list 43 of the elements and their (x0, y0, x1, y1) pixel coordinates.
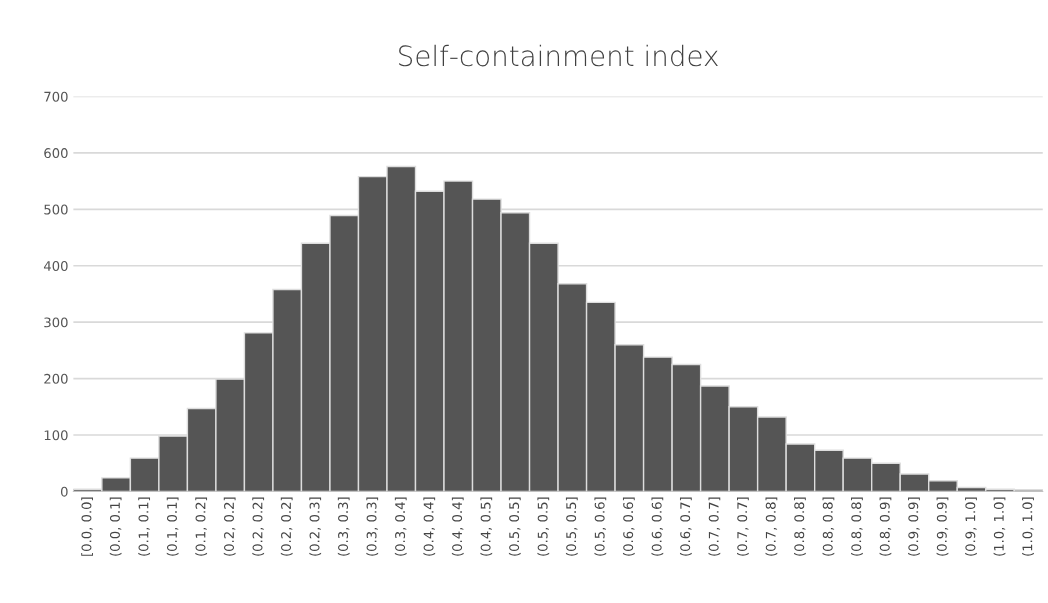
x-tick-label: (0.3, 0.3] (337, 497, 350, 556)
x-tick-label: (0.3, 0.4] (394, 497, 407, 556)
x-tick-label: (0.2, 0.2] (252, 497, 265, 556)
x-tick-label: (0.0, 0.1] (109, 497, 122, 556)
x-tick-label: (0.7, 0.7] (708, 497, 721, 556)
x-tick-label: (0.5, 0.5] (537, 497, 550, 556)
y-tick-label: 0 (60, 486, 68, 497)
x-tick-label: (0.3, 0.3] (366, 497, 379, 556)
y-tick-label: 100 (44, 430, 68, 441)
x-tick-label: [0.0, 0.0] (81, 497, 93, 556)
x-tick-label: (0.8, 0.8] (822, 497, 835, 556)
x-tick-label: (0.5, 0.6] (594, 497, 607, 556)
x-tick-label: (0.6, 0.7] (679, 497, 692, 556)
x-tick-label: (0.1, 0.1] (138, 497, 151, 556)
x-tick-label: (0.5, 0.5] (565, 497, 578, 556)
x-tick-label: (0.6, 0.6] (651, 497, 664, 556)
x-tick-label: (0.8, 0.8] (851, 497, 863, 556)
chart-title: Self-containment index (399, 44, 718, 67)
x-tick-label: (0.9, 0.9] (908, 497, 920, 556)
y-tick-label: 500 (44, 204, 68, 215)
x-tick-label: (0.4, 0.4] (451, 497, 464, 556)
x-tick-label: (0.7, 0.7] (737, 497, 749, 556)
x-tick-label: (0.8, 0.9] (879, 497, 892, 556)
x-tick-label: (0.4, 0.5] (480, 497, 493, 556)
y-tick-label: 200 (44, 373, 68, 384)
x-tick-label: (0.4, 0.4] (423, 497, 436, 556)
y-tick-label: 600 (44, 148, 68, 159)
x-tick-label: (0.1, 0.2] (195, 497, 208, 556)
x-tick-label: (0.9, 1.0] (965, 497, 977, 556)
x-tick-label: (0.2, 0.3] (309, 497, 322, 556)
x-tick-label: (0.7, 0.8] (765, 497, 778, 556)
x-tick-label: (0.8, 0.8] (794, 497, 806, 556)
x-tick-label: (0.9, 0.9] (936, 497, 949, 556)
x-tick-label: (0.2, 0.2] (280, 497, 293, 556)
y-tick-label: 400 (43, 260, 68, 271)
x-tick-label: (0.2, 0.2] (223, 497, 236, 556)
y-tick-label: 300 (44, 317, 68, 328)
x-tick-label: (1.0, 1.0] (993, 497, 1006, 556)
x-tick-label: (1.0, 1.0] (1022, 497, 1034, 556)
x-tick-label: (0.1, 0.1] (166, 497, 179, 556)
y-tick-label: 700 (44, 91, 68, 102)
x-tick-label: (0.5, 0.5] (508, 497, 521, 556)
x-tick-label: (0.6, 0.6] (622, 497, 635, 556)
